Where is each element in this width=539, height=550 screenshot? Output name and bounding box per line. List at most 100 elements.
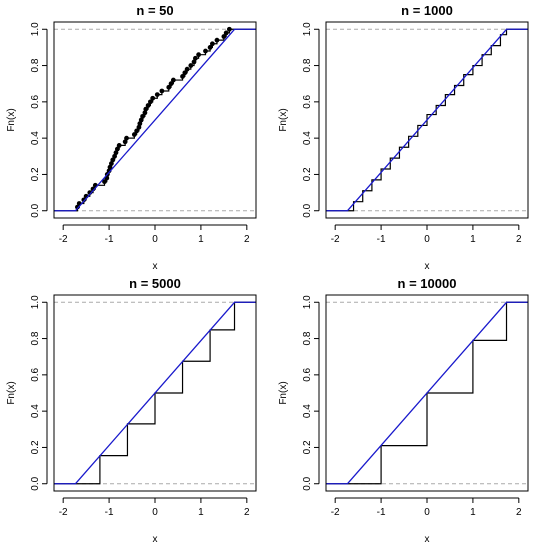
ecdf-point — [131, 132, 137, 137]
theoretical-cdf-line — [54, 28, 256, 212]
panel-3: n = 5000 -2 -1 0 1 2 0.0 0.2 0.4 0.6 0.8 1.0 x Fn(x) — [6, 276, 257, 545]
y-tick-label: 1.0 — [30, 22, 41, 36]
ecdf-point — [214, 37, 220, 43]
x-axis-label: x — [425, 534, 430, 545]
x-tick-label: -1 — [377, 507, 386, 518]
ecdf-point — [191, 59, 197, 65]
x-tick-label: 0 — [152, 234, 158, 245]
ecdf-point — [168, 81, 174, 87]
empirical-cdf-line — [326, 28, 528, 212]
y-tick-label: 1.0 — [30, 295, 41, 309]
ecdf-point — [148, 99, 153, 105]
x-tick-label: 1 — [198, 234, 204, 245]
y-tick-label: 0.6 — [30, 94, 41, 108]
ecdf-point — [207, 45, 213, 50]
y-tick-label: 0.6 — [30, 367, 41, 381]
plot-frame — [325, 21, 529, 219]
y-tick-label: 0.8 — [30, 331, 41, 345]
x-tick-label: -2 — [59, 234, 68, 245]
ecdf-point — [108, 161, 114, 166]
panel-title: n = 50 — [136, 3, 173, 18]
x-tick-label: 1 — [470, 234, 476, 245]
panel-title: n = 5000 — [129, 276, 181, 291]
x-tick-label: 2 — [516, 507, 522, 518]
ecdf-point — [114, 146, 120, 152]
x-axis-label: x — [153, 534, 158, 545]
y-tick-label: 0.2 — [30, 167, 41, 181]
x-tick-label: -1 — [105, 234, 114, 245]
x-tick-label: 2 — [244, 507, 250, 518]
ecdf-point — [124, 135, 129, 141]
ecdf-point — [138, 117, 144, 123]
y-tick-label: 0.8 — [302, 58, 313, 72]
x-tick-label: -1 — [377, 234, 386, 245]
panel-4: n = 10000 -2 -1 0 1 2 0.0 0.2 0.4 0.6 0.8 1.0 x Fn(x) — [278, 276, 529, 545]
ecdf-point — [150, 95, 156, 101]
x-tick-label: 0 — [152, 507, 158, 518]
ecdf-point — [137, 121, 143, 127]
ecdf-point — [142, 110, 148, 116]
ecdf-point — [196, 52, 202, 58]
ecdf-point — [145, 103, 151, 108]
y-axis-label: Fn(x) — [6, 108, 17, 131]
ecdf-point — [113, 150, 119, 156]
ecdf-point — [122, 139, 128, 145]
theoretical-cdf-line — [326, 301, 528, 485]
x-tick-label: -2 — [331, 234, 340, 245]
ecdf-point — [102, 179, 107, 185]
y-tick-label: 0.4 — [30, 404, 41, 418]
y-tick-label: 0.4 — [30, 131, 41, 145]
ecdf-point — [221, 34, 227, 39]
x-tick-label: 0 — [424, 234, 430, 245]
y-tick-label: 0.2 — [30, 440, 41, 454]
ecdf-point — [143, 106, 149, 112]
y-tick-label: 0.2 — [302, 167, 313, 181]
x-tick-label: 1 — [198, 507, 204, 518]
ecdf-point — [166, 84, 172, 90]
y-tick-label: 0.2 — [302, 440, 313, 454]
plot-area — [54, 26, 256, 212]
ecdf-point — [116, 143, 122, 148]
theoretical-cdf-line — [326, 28, 528, 212]
ecdf-point — [193, 55, 198, 61]
y-axis-label: Fn(x) — [278, 108, 289, 131]
x-tick-label: 0 — [424, 507, 430, 518]
ecdf-point — [134, 128, 140, 134]
ecdf-point — [159, 88, 165, 94]
y-axis-label: Fn(x) — [6, 381, 17, 404]
y-tick-label: 0.0 — [302, 203, 313, 217]
panel-title: n = 1000 — [401, 3, 453, 18]
plot-frame — [325, 294, 529, 492]
ecdf-point — [180, 74, 185, 79]
y-tick-label: 1.0 — [302, 295, 313, 309]
y-tick-label: 0.6 — [302, 94, 313, 108]
ecdf-point — [223, 30, 229, 36]
ecdf-point — [209, 41, 215, 47]
x-tick-label: -2 — [331, 507, 340, 518]
plot-frame — [53, 294, 257, 492]
x-tick-label: 2 — [244, 234, 250, 245]
ecdf-point — [184, 66, 190, 72]
y-tick-label: 0.0 — [30, 476, 41, 490]
x-axis-label: x — [153, 261, 158, 272]
y-tick-label: 1.0 — [302, 22, 313, 36]
panel-title: n = 10000 — [398, 276, 457, 291]
panel-1: n = 50 -2 -1 0 1 2 0.0 0.2 0.4 0.6 0.8 1.0 x Fn(x) — [6, 3, 257, 272]
plot-frame — [53, 21, 257, 219]
ecdf-point — [106, 168, 112, 174]
y-tick-label: 0.0 — [302, 476, 313, 490]
theoretical-cdf-line — [54, 301, 256, 485]
ecdf-point — [182, 70, 188, 76]
y-tick-label: 0.8 — [302, 331, 313, 345]
ecdf-point — [154, 92, 160, 97]
ecdf-point — [136, 124, 142, 130]
plot-area — [326, 28, 528, 212]
x-tick-label: 2 — [516, 234, 522, 245]
ecdf-point — [170, 77, 176, 83]
ecdf-point — [107, 164, 113, 170]
y-tick-label: 0.4 — [302, 131, 313, 145]
y-tick-label: 0.0 — [30, 203, 41, 217]
ecdf-point — [110, 157, 116, 163]
